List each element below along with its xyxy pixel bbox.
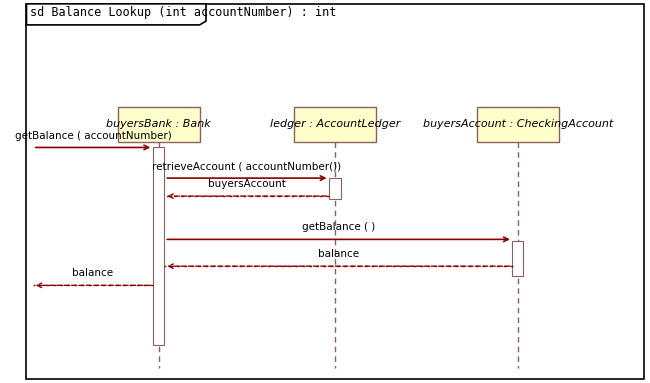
Polygon shape <box>27 4 206 25</box>
Text: retrieveAccount ( accountNumber()): retrieveAccount ( accountNumber()) <box>152 161 341 171</box>
Text: getBalance ( accountNumber): getBalance ( accountNumber) <box>14 131 172 141</box>
Text: balance: balance <box>72 268 114 278</box>
FancyBboxPatch shape <box>118 107 200 142</box>
Text: balance: balance <box>318 249 359 259</box>
Text: getBalance ( ): getBalance ( ) <box>302 223 375 232</box>
Text: buyersBank : Bank: buyersBank : Bank <box>107 119 211 129</box>
FancyBboxPatch shape <box>512 241 523 276</box>
Text: sd Balance Lookup (int accountNumber) : int: sd Balance Lookup (int accountNumber) : … <box>30 6 336 19</box>
FancyBboxPatch shape <box>27 4 644 379</box>
Text: ledger : AccountLedger: ledger : AccountLedger <box>270 119 400 129</box>
Text: buyersAccount: buyersAccount <box>208 179 286 189</box>
Text: buyersAccount : CheckingAccount: buyersAccount : CheckingAccount <box>422 119 613 129</box>
FancyBboxPatch shape <box>153 147 164 345</box>
FancyBboxPatch shape <box>294 107 376 142</box>
FancyBboxPatch shape <box>330 178 341 199</box>
FancyBboxPatch shape <box>477 107 559 142</box>
